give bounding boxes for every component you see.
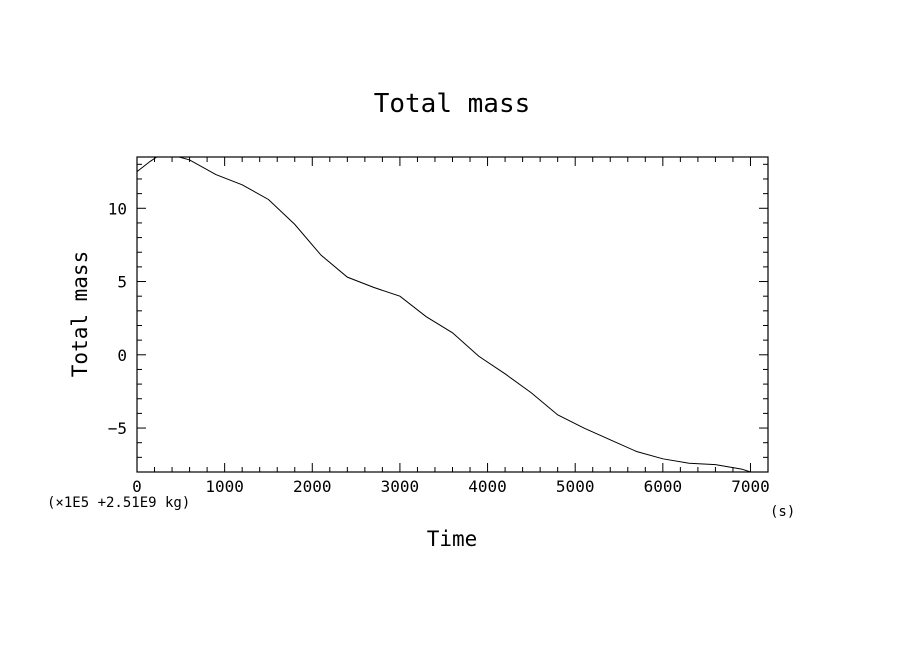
x-tick-label: 0 [132,477,142,496]
y-axis: −5 0 5 10 [108,163,768,473]
x-tick-label: 5000 [556,477,595,496]
series-group [137,157,751,472]
y-tick-label: 10 [108,199,127,218]
x-tick-label: 2000 [293,477,332,496]
y-tick-label: 5 [117,273,127,292]
x-tick-label: 7000 [731,477,770,496]
chart-title: Total mass [374,89,531,119]
y-scale-note: (×1E5 +2.51E9 kg) [47,495,190,511]
y-tick-label: −5 [108,419,127,438]
x-unit-label: (s) [770,504,795,520]
series-line-0 [137,157,751,472]
x-axis: 0 1000 2000 3000 4000 5000 6000 7000 [132,157,770,496]
y-tick-label: 0 [117,346,127,365]
x-tick-label: 3000 [381,477,420,496]
plot-area: 0 1000 2000 3000 4000 5000 6000 7000 −5 0 5 10 [108,156,770,496]
x-tick-label: 1000 [205,477,244,496]
x-tick-label: 4000 [468,477,507,496]
y-axis-label: Total mass [68,251,92,377]
plot-frame [136,156,769,473]
x-axis-label: Time [427,527,478,551]
x-tick-label: 6000 [644,477,683,496]
